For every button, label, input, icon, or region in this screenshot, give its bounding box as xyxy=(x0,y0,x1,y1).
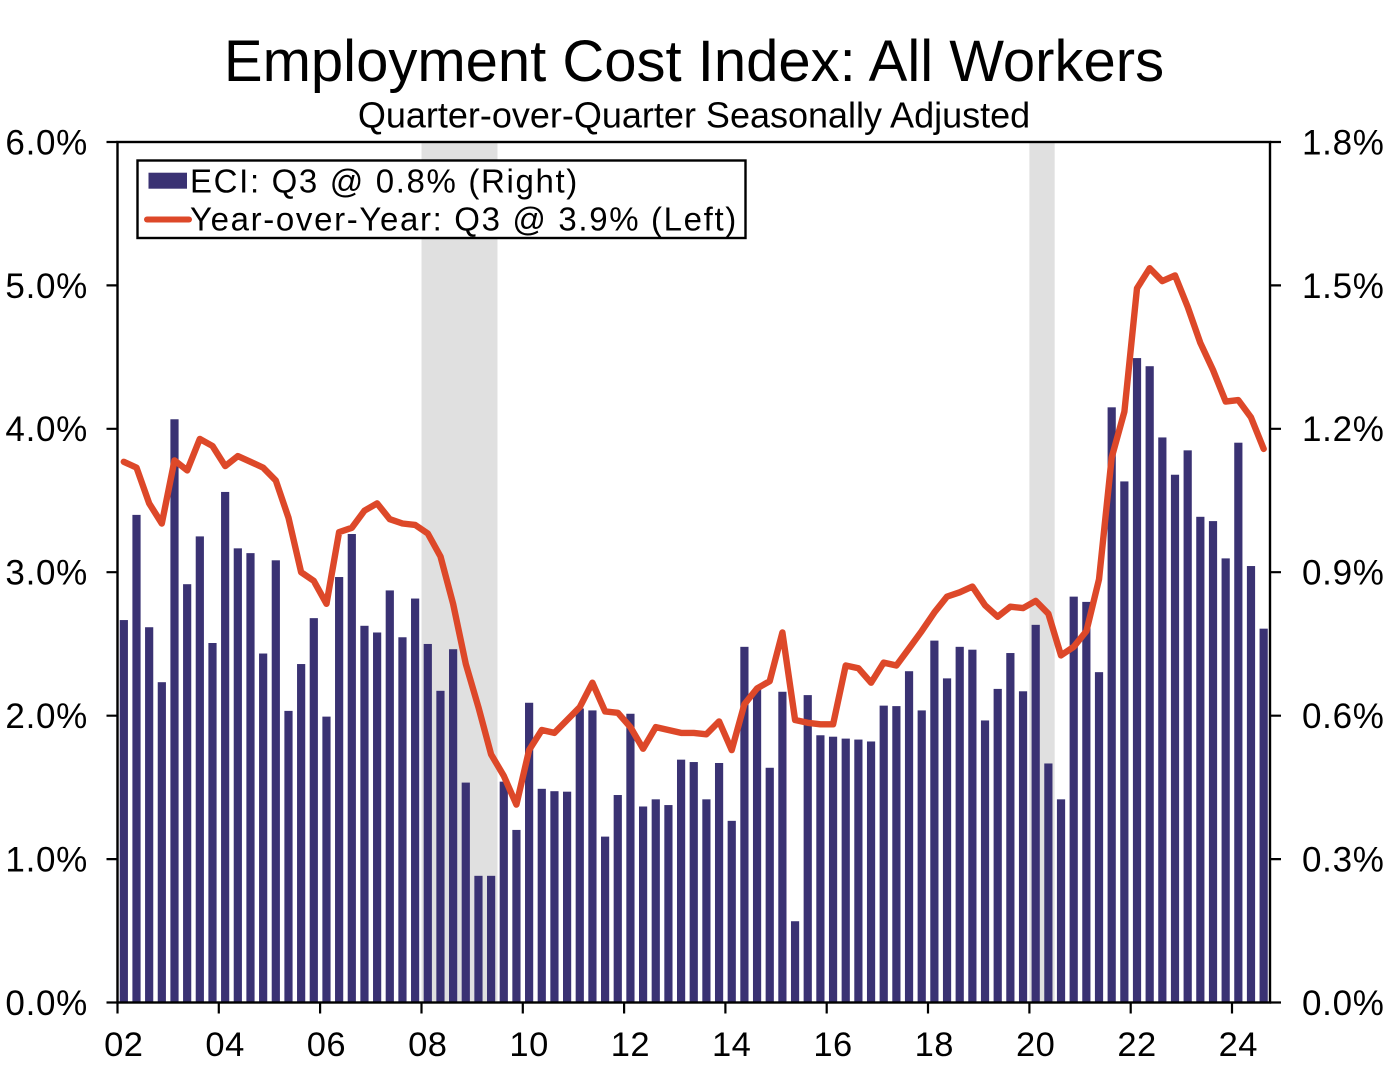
svg-text:06: 06 xyxy=(307,1026,346,1064)
svg-text:14: 14 xyxy=(712,1026,751,1064)
svg-text:1.2%: 1.2% xyxy=(1302,410,1385,449)
svg-text:24: 24 xyxy=(1219,1026,1258,1064)
svg-text:02: 02 xyxy=(104,1026,143,1064)
svg-text:04: 04 xyxy=(205,1026,244,1064)
svg-text:16: 16 xyxy=(813,1026,852,1064)
svg-text:0.6%: 0.6% xyxy=(1302,697,1385,736)
svg-text:22: 22 xyxy=(1117,1026,1156,1064)
svg-text:0.3%: 0.3% xyxy=(1302,841,1385,880)
svg-text:3.0%: 3.0% xyxy=(5,554,88,593)
svg-text:18: 18 xyxy=(915,1026,954,1064)
svg-text:Quarter-over-Quarter Seasonall: Quarter-over-Quarter Seasonally Adjusted xyxy=(358,95,1030,136)
svg-text:10: 10 xyxy=(509,1026,548,1064)
svg-text:0.0%: 0.0% xyxy=(1302,984,1385,1023)
svg-text:12: 12 xyxy=(611,1026,650,1064)
svg-text:Employment Cost Index: All Wor: Employment Cost Index: All Workers xyxy=(224,29,1164,94)
svg-text:1.8%: 1.8% xyxy=(1302,123,1385,162)
svg-text:4.0%: 4.0% xyxy=(5,410,88,449)
svg-text:1.5%: 1.5% xyxy=(1302,267,1385,306)
svg-text:20: 20 xyxy=(1016,1026,1055,1064)
svg-text:08: 08 xyxy=(408,1026,447,1064)
svg-text:5.0%: 5.0% xyxy=(5,267,88,306)
svg-text:2.0%: 2.0% xyxy=(5,697,88,736)
svg-text:1.0%: 1.0% xyxy=(5,841,88,880)
svg-text:0.0%: 0.0% xyxy=(5,984,88,1023)
svg-text:Year-over-Year: Q3 @ 3.9% (Lef: Year-over-Year: Q3 @ 3.9% (Left) xyxy=(190,201,738,238)
svg-text:ECI: Q3 @ 0.8% (Right): ECI: Q3 @ 0.8% (Right) xyxy=(190,163,579,200)
svg-text:0.9%: 0.9% xyxy=(1302,554,1385,593)
svg-text:6.0%: 6.0% xyxy=(5,123,88,162)
